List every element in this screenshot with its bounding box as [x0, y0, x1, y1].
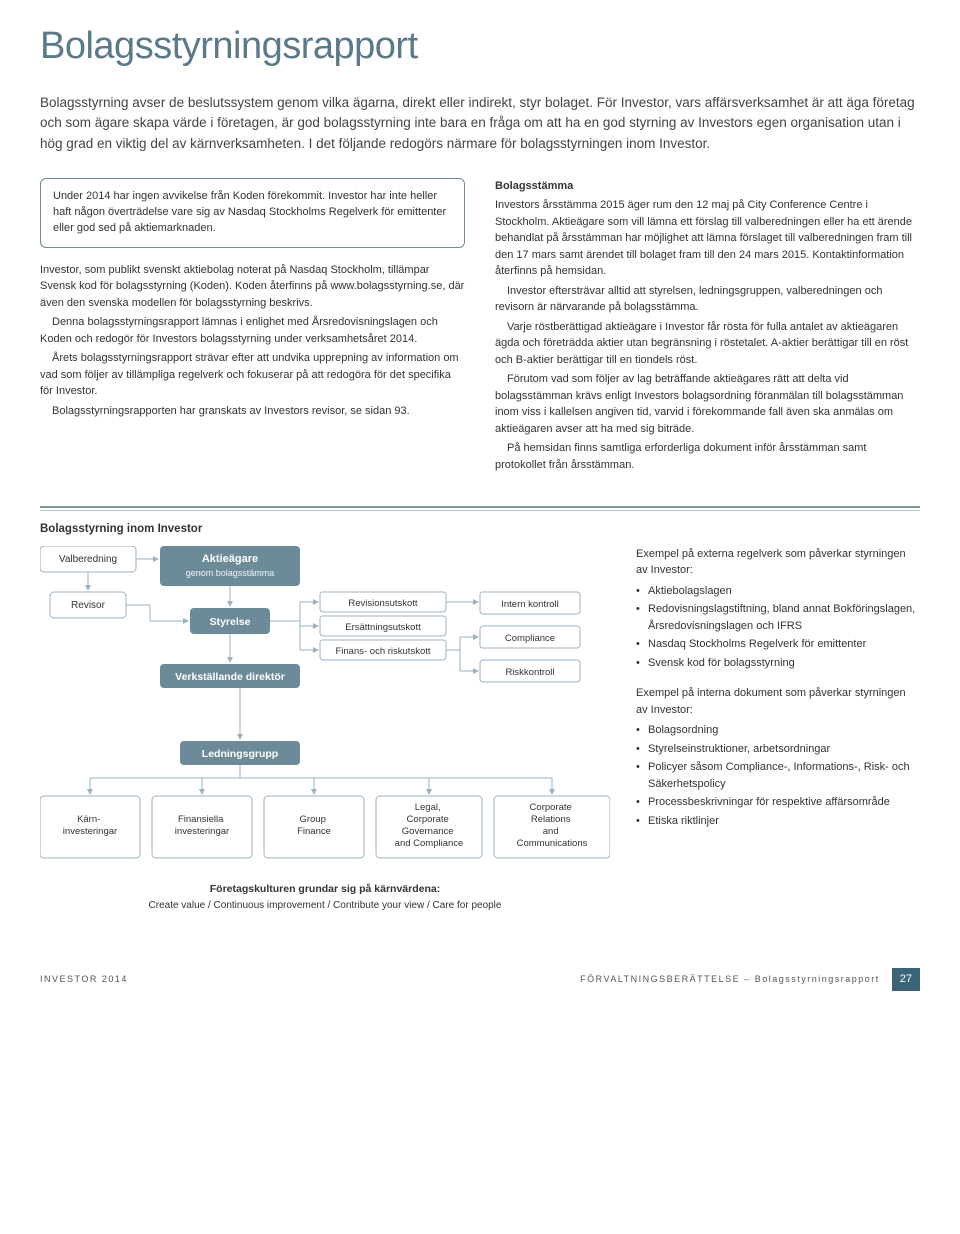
- node-legal-l1: Legal,: [415, 802, 441, 813]
- page-footer: INVESTOR 2014 FÖRVALTNINGSBERÄTTELSE – B…: [40, 968, 920, 991]
- section-divider-thin: [40, 510, 920, 511]
- left-p3: Årets bolagsstyrningsrapport strävar eft…: [40, 350, 465, 400]
- two-column-body: Under 2014 har ingen avvikelse från Kode…: [40, 178, 920, 477]
- list-item: Processbeskrivningar för respektive affä…: [636, 794, 920, 811]
- intro-paragraph: Bolagsstyrning avser de beslutssystem ge…: [40, 93, 920, 154]
- highlight-box: Under 2014 har ingen avvikelse från Kode…: [40, 178, 465, 248]
- internal-list: Bolagsordning Styrelseinstruktioner, arb…: [636, 722, 920, 829]
- list-item: Svensk kod för bolagsstyrning: [636, 655, 920, 672]
- list-item: Etiska riktlinjer: [636, 813, 920, 830]
- node-risk: Riskkontroll: [505, 667, 554, 678]
- node-fin-l1: Finansiella: [178, 814, 224, 825]
- list-item: Policyer såsom Compliance-, Informations…: [636, 759, 920, 792]
- right-p2: Investor eftersträvar alltid att styrels…: [495, 283, 920, 316]
- internal-lead: Exempel på interna dokument som påverkar…: [636, 685, 920, 718]
- node-vd: Verkställande direktör: [175, 671, 285, 683]
- right-p4: Förutom vad som följer av lag beträffand…: [495, 371, 920, 437]
- right-p1: Investors årsstämma 2015 äger rum den 12…: [495, 197, 920, 280]
- node-karn-l1: Kärn-: [77, 814, 100, 825]
- node-legal-l2: Corporate: [407, 814, 449, 825]
- footer-left: INVESTOR 2014: [40, 973, 128, 986]
- node-finans: Finans- och riskutskott: [335, 646, 430, 657]
- node-styrelse: Styrelse: [210, 616, 251, 628]
- left-p1: Investor, som publikt svenskt aktiebolag…: [40, 262, 465, 312]
- left-p4: Bolagsstyrningsrapporten har granskats a…: [40, 403, 465, 420]
- right-column: Bolagsstämma Investors årsstämma 2015 äg…: [495, 178, 920, 477]
- node-rel-l4: Communications: [517, 838, 588, 849]
- list-item: Redovisningslagstiftning, bland annat Bo…: [636, 601, 920, 634]
- external-list: Aktiebolagslagen Redovisningslagstiftnin…: [636, 583, 920, 672]
- node-rel-l1: Corporate: [530, 802, 572, 813]
- node-compliance: Compliance: [505, 633, 555, 644]
- governance-diagram: Valberedning Revisor Aktieägare genom bo…: [40, 546, 610, 946]
- right-p3: Varje röstberättigad aktieägare i Invest…: [495, 319, 920, 369]
- node-revisor: Revisor: [71, 600, 106, 611]
- node-fin-l2: investeringar: [175, 826, 229, 837]
- node-karn-l2: investeringar: [63, 826, 117, 837]
- node-rel-l2: Relations: [531, 814, 571, 825]
- list-item: Styrelseinstruktioner, arbetsordningar: [636, 741, 920, 758]
- right-p5: På hemsidan finns samtliga erforderliga …: [495, 440, 920, 473]
- node-valberedning: Valberedning: [59, 554, 117, 565]
- section-divider-thick: [40, 506, 920, 508]
- node-rel-l3: and: [543, 826, 559, 837]
- node-group-l1: Group: [299, 814, 325, 825]
- page-number: 27: [892, 968, 920, 991]
- side-lists: Exempel på externa regelverk som påverka…: [636, 546, 920, 946]
- node-aktieagare: Aktieägare: [202, 553, 258, 565]
- node-aktieagare-sub: genom bolagsstämma: [186, 568, 275, 578]
- culture-sub: Create value / Continuous improvement / …: [149, 900, 502, 911]
- page-title: Bolagsstyrningsrapport: [40, 20, 920, 73]
- footer-right-text: FÖRVALTNINGSBERÄTTELSE – Bolagsstyrnings…: [580, 973, 880, 986]
- diagram-section-title: Bolagsstyrning inom Investor: [40, 521, 920, 537]
- left-column: Under 2014 har ingen avvikelse från Kode…: [40, 178, 465, 477]
- node-group-l2: Finance: [297, 826, 331, 837]
- svg-text:Finansiella investerin: Finansiella investeringar: [175, 814, 229, 837]
- bolagsstamma-heading: Bolagsstämma: [495, 178, 920, 195]
- node-ledning: Ledningsgrupp: [202, 748, 278, 760]
- node-intern: Intern kontroll: [501, 599, 559, 610]
- list-item: Aktiebolagslagen: [636, 583, 920, 600]
- left-p2: Denna bolagsstyrningsrapport lämnas i en…: [40, 314, 465, 347]
- node-ersattning: Ersättningsutskott: [345, 622, 421, 633]
- culture-title: Företagskulturen grundar sig på kärnvärd…: [210, 883, 440, 895]
- diagram-row: Valberedning Revisor Aktieägare genom bo…: [40, 546, 920, 946]
- node-legal-l3: Governance: [402, 826, 454, 837]
- list-item: Bolagsordning: [636, 722, 920, 739]
- list-item: Nasdaq Stockholms Regelverk för emittent…: [636, 636, 920, 653]
- node-legal-l4: and Compliance: [395, 838, 464, 849]
- external-lead: Exempel på externa regelverk som påverka…: [636, 546, 920, 579]
- node-revisionsutskott: Revisionsutskott: [348, 598, 418, 609]
- svg-text:Group Finance: Group Finance: [297, 814, 331, 837]
